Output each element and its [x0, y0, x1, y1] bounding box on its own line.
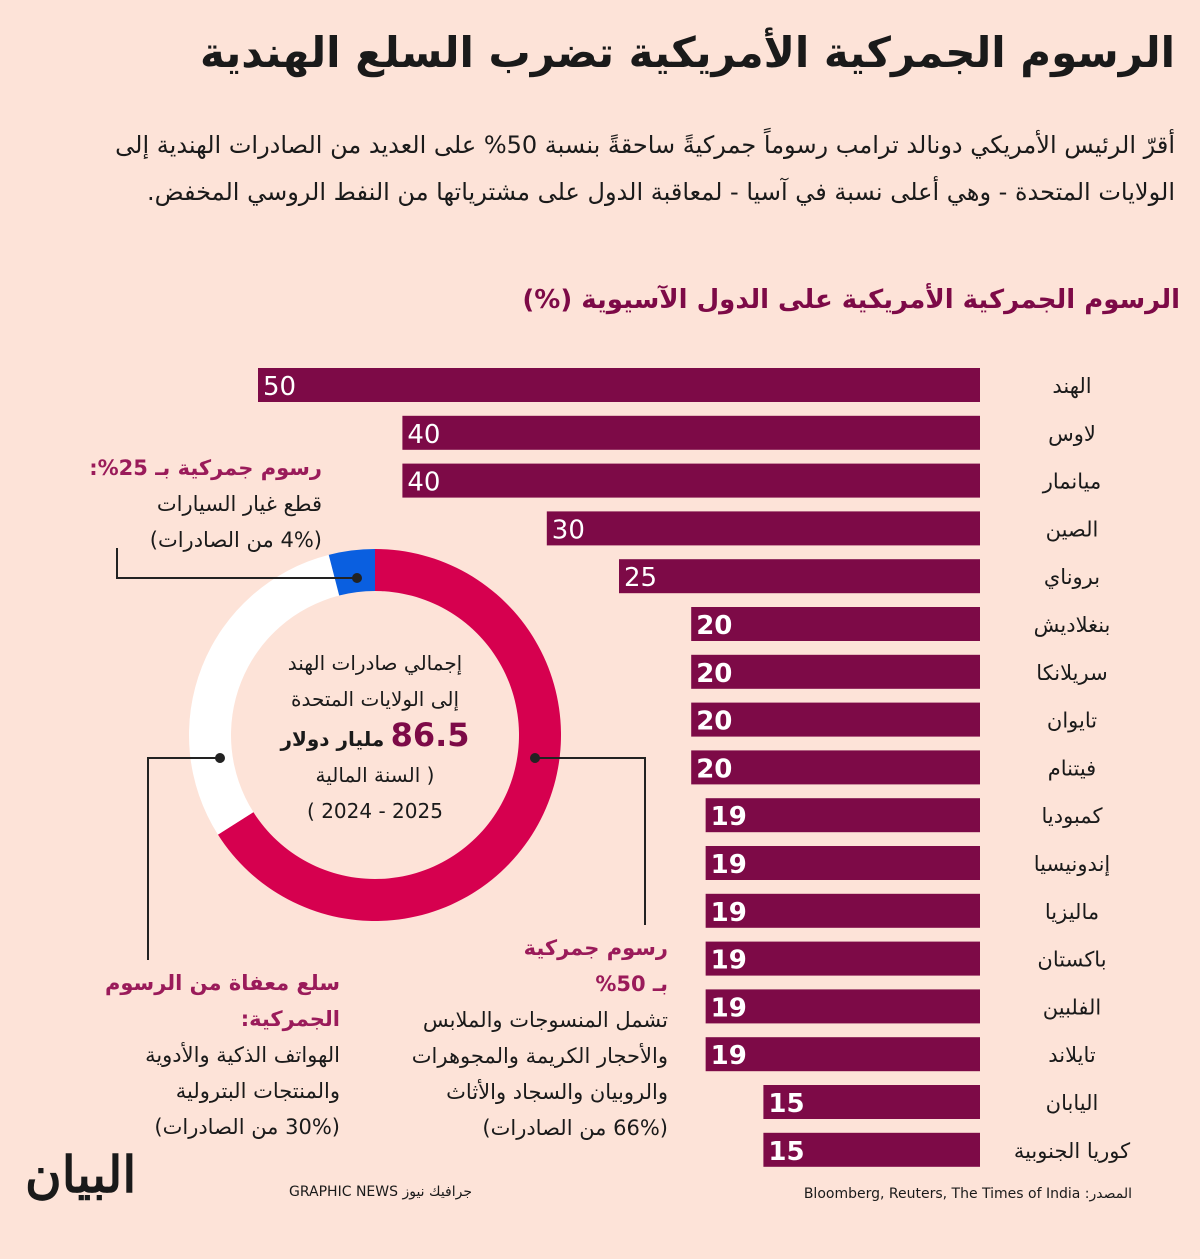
- leader-line-50: [535, 757, 646, 925]
- bar-value-label: 15: [768, 1089, 804, 1119]
- note-25-head: رسوم جمركية بـ 25%:: [89, 456, 322, 480]
- bar-value-label: 30: [552, 515, 585, 545]
- bar-value-label: 15: [768, 1137, 804, 1167]
- center-total: 86.5 مليار دولار: [255, 717, 495, 757]
- credit: جرافيك نيوز GRAPHIC NEWS: [289, 1184, 472, 1200]
- category-label: ميانمار: [1042, 470, 1102, 494]
- category-label: الهند: [1052, 374, 1091, 398]
- category-label: باكستان: [1037, 948, 1106, 972]
- category-label: تايوان: [1047, 709, 1097, 733]
- category-label: كمبوديا: [1042, 804, 1103, 828]
- bar: [402, 415, 980, 450]
- center-line1: إجمالي صادرات الهند: [287, 651, 463, 675]
- note-free-share: (30% من الصادرات): [154, 1115, 340, 1139]
- category-label: لاوس: [1048, 422, 1096, 446]
- note-free-head1: سلع معفاة من الرسوم: [104, 971, 340, 995]
- note-50-head1: رسوم جمركية: [523, 936, 668, 960]
- category-label: الصين: [1046, 517, 1099, 541]
- note-50-share: (66% من الصادرات): [482, 1116, 668, 1140]
- bar: [402, 463, 980, 498]
- chart-title: الرسوم الجمركية الأمريكية على الدول الآس…: [522, 285, 1180, 315]
- bar: [258, 368, 980, 402]
- bar: [691, 750, 980, 785]
- note-free: سلع معفاة من الرسوم الجمركية: الهواتف ال…: [20, 965, 340, 1145]
- bar: [705, 1037, 980, 1072]
- bar: [691, 702, 980, 737]
- category-label: بنغلاديش: [1034, 613, 1111, 637]
- note-25: رسوم جمركية بـ 25%: قطع غيار السيارات (4…: [22, 450, 322, 558]
- category-label: إندونيسيا: [1034, 852, 1111, 877]
- bar: [705, 798, 980, 833]
- bar-value-label: 19: [711, 898, 747, 928]
- period-line1: ( السنة المالية: [315, 763, 435, 787]
- bar: [619, 559, 980, 594]
- note-25-share: (4% من الصادرات): [149, 528, 322, 552]
- logo: البيان: [25, 1145, 137, 1204]
- source: المصدر: Bloomberg, Reuters, The Times of…: [803, 1186, 1132, 1202]
- leader-line-free: [147, 757, 220, 960]
- bar-value-label: 19: [711, 993, 747, 1023]
- bar: [691, 607, 980, 641]
- leader-dot: [215, 753, 225, 763]
- bar: [763, 1085, 980, 1119]
- bar: [546, 511, 980, 546]
- category-label: ماليزيا: [1045, 900, 1099, 924]
- period-line2: 2025 - 2024 ): [307, 799, 443, 823]
- page-title: الرسوم الجمركية الأمريكية تضرب السلع اله…: [200, 28, 1175, 77]
- note-50-line2: والأحجار الكريمة والمجوهرات: [411, 1044, 668, 1068]
- note-50-head2: بـ 50%: [595, 972, 668, 996]
- donut-center-label: إجمالي صادرات الهند إلى الولايات المتحدة…: [255, 645, 495, 829]
- bar-value-label: 19: [711, 946, 747, 976]
- bar: [705, 989, 980, 1024]
- bar-value-label: 20: [696, 659, 732, 689]
- total-unit: مليار دولار: [280, 727, 385, 751]
- note-50-line3: والروبيان والسجاد والأثاث: [446, 1080, 668, 1104]
- bar: [705, 893, 980, 928]
- total-value: 86.5: [390, 716, 470, 754]
- bar-value-label: 19: [711, 850, 747, 880]
- category-label: فيتنام: [1048, 756, 1096, 780]
- bar: [705, 941, 980, 976]
- category-label: اليابان: [1046, 1091, 1099, 1115]
- bar: [705, 846, 980, 880]
- note-free-head2: الجمركية:: [240, 1007, 340, 1031]
- leader-dot: [352, 573, 362, 583]
- note-free-line2: والمنتجات البترولية: [175, 1079, 340, 1103]
- bar-value-label: 19: [711, 1041, 747, 1071]
- bar-value-label: 20: [696, 611, 732, 641]
- note-50-line1: تشمل المنسوجات والملابس: [422, 1008, 668, 1032]
- note-25-body: قطع غيار السيارات: [156, 492, 322, 516]
- bar: [691, 654, 980, 689]
- bar-value-label: 20: [696, 707, 732, 737]
- bar-value-label: 19: [711, 802, 747, 832]
- category-label: تايلاند: [1048, 1043, 1096, 1067]
- category-label: الفلبين: [1043, 995, 1101, 1019]
- donut-slice: [188, 554, 340, 835]
- center-line2: إلى الولايات المتحدة: [290, 687, 460, 711]
- bar-value-label: 50: [263, 372, 296, 402]
- leader-line-25: [116, 548, 357, 579]
- leader-dot: [530, 753, 540, 763]
- bar-value-label: 40: [407, 468, 440, 498]
- note-50: رسوم جمركية بـ 50% تشمل المنسوجات والملا…: [348, 930, 668, 1146]
- bar-value-label: 40: [407, 420, 440, 450]
- category-label: بروناي: [1044, 565, 1100, 589]
- bar-value-label: 25: [624, 563, 657, 593]
- category-label: كوريا الجنوبية: [1014, 1139, 1130, 1163]
- bar: [763, 1132, 980, 1167]
- note-free-line1: الهواتف الذكية والأدوية: [145, 1043, 340, 1067]
- category-label: سريلانكا: [1036, 661, 1107, 685]
- intro-text: أقرّ الرئيس الأمريكي دونالد ترامب رسوماً…: [115, 131, 1175, 206]
- donut-slice: [328, 549, 375, 596]
- bar-value-label: 20: [696, 754, 732, 784]
